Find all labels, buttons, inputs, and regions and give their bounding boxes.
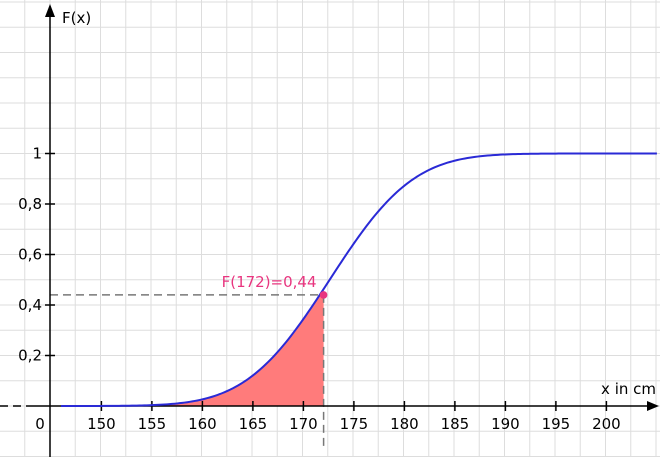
x-tick-label: 190 xyxy=(491,415,520,433)
y-tick-label: 0,8 xyxy=(18,195,42,213)
x-tick-label: 200 xyxy=(592,415,621,433)
y-tick-label: 1 xyxy=(32,145,42,163)
x-tick-label: 160 xyxy=(188,415,217,433)
x-tick-label: 195 xyxy=(542,415,571,433)
axes xyxy=(0,4,659,457)
x-tick-labels: 0 150 155 160 165 170 175 180 185 190 195 200 xyxy=(35,415,620,433)
y-axis-label: F(x) xyxy=(62,9,91,27)
y-tick-labels: 0,2 0,4 0,6 0,8 1 xyxy=(18,145,42,365)
x-tick-label: 165 xyxy=(239,415,268,433)
point-annotation: F(172)=0,44 xyxy=(222,273,317,291)
guide-lines xyxy=(50,294,325,446)
y-tick-label: 0,2 xyxy=(18,347,42,365)
ticks xyxy=(45,152,608,411)
y-axis-arrow xyxy=(45,4,55,17)
y-tick-label: 0,4 xyxy=(18,296,42,314)
marked-point xyxy=(319,291,328,299)
x-tick-label: 175 xyxy=(340,415,369,433)
x-axis-arrow xyxy=(647,401,659,411)
x-axis-label: x in cm xyxy=(601,380,656,398)
x-tick-label: 150 xyxy=(87,415,116,433)
x-tick-label: 155 xyxy=(138,415,167,433)
x-tick-label: 170 xyxy=(289,415,318,433)
cdf-curve xyxy=(61,152,657,407)
x-tick-label: 185 xyxy=(441,415,470,433)
shaded-area xyxy=(61,289,324,406)
y-tick-label: 0,6 xyxy=(18,246,42,264)
x-tick-label: 0 xyxy=(35,415,45,433)
x-tick-label: 180 xyxy=(390,415,419,433)
